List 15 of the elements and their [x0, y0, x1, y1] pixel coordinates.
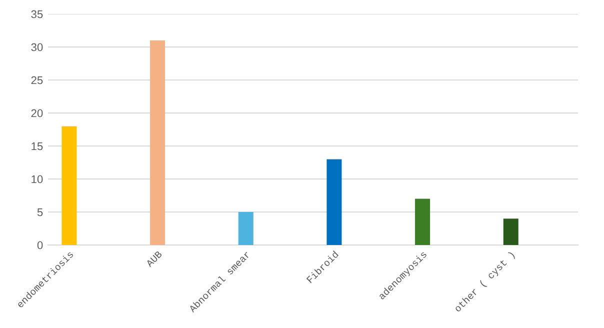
bar [150, 40, 166, 245]
y-tick-label: 0 [37, 241, 43, 250]
y-tick-label: 20 [31, 109, 43, 118]
bar [238, 212, 254, 245]
y-tick-label: 30 [31, 43, 43, 52]
y-tick-label: 5 [37, 208, 43, 216]
y-tick-label: 25 [31, 76, 43, 84]
bar [415, 198, 430, 245]
bar [326, 159, 342, 245]
y-tick-label: 15 [32, 142, 43, 150]
bar [503, 218, 518, 245]
x-tick-label: AUB [146, 250, 162, 268]
y-tick-label: 35 [31, 10, 43, 18]
y-tick-label: 10 [32, 175, 43, 184]
bar [62, 126, 77, 245]
